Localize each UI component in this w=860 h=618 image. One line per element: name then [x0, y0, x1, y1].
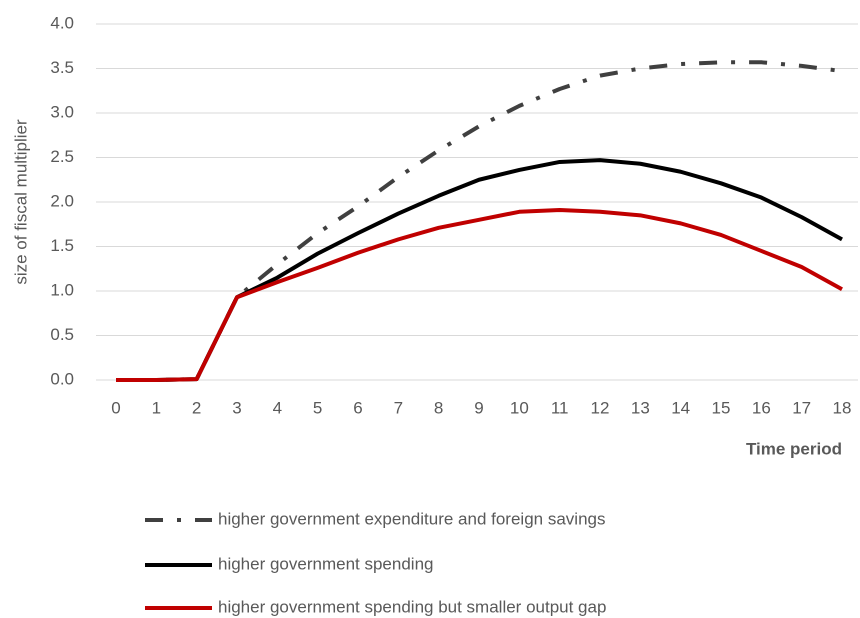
x-tick-label: 4 — [273, 398, 282, 417]
x-tick-label: 18 — [833, 398, 852, 417]
x-tick-label: 13 — [631, 398, 650, 417]
x-tick-label: 14 — [671, 398, 690, 417]
x-tick-label: 16 — [752, 398, 771, 417]
y-tick-label: 3.0 — [50, 102, 74, 121]
x-tick-label: 10 — [510, 398, 529, 417]
legend-label: higher government expenditure and foreig… — [218, 509, 605, 528]
y-tick-label: 2.0 — [50, 191, 74, 210]
x-axis-label: Time period — [746, 439, 842, 458]
y-tick-label: 2.5 — [50, 147, 74, 166]
y-tick-label: 4.0 — [50, 13, 74, 32]
x-tick-label: 6 — [353, 398, 362, 417]
legend-label: higher government spending — [218, 554, 433, 573]
y-tick-label: 0.5 — [50, 325, 74, 344]
x-tick-label: 17 — [792, 398, 811, 417]
x-tick-label: 7 — [394, 398, 403, 417]
y-tick-label: 1.0 — [50, 280, 74, 299]
y-tick-label: 3.5 — [50, 58, 74, 77]
x-tick-label: 15 — [712, 398, 731, 417]
x-tick-label: 11 — [551, 398, 569, 417]
x-tick-label: 2 — [192, 398, 201, 417]
legend-label: higher government spending but smaller o… — [218, 597, 606, 616]
x-tick-label: 3 — [232, 398, 241, 417]
x-tick-label: 5 — [313, 398, 322, 417]
y-tick-label: 0.0 — [50, 369, 74, 388]
x-tick-label: 1 — [152, 398, 161, 417]
y-tick-label: 1.5 — [50, 236, 74, 255]
series-line — [116, 158, 843, 382]
x-tick-label: 8 — [434, 398, 443, 417]
x-tick-label: 9 — [474, 398, 483, 417]
y-axis-label: size of fiscal multiplier — [11, 119, 30, 285]
x-tick-label: 12 — [591, 398, 610, 417]
x-tick-label: 0 — [111, 398, 120, 417]
series-line — [116, 208, 843, 382]
